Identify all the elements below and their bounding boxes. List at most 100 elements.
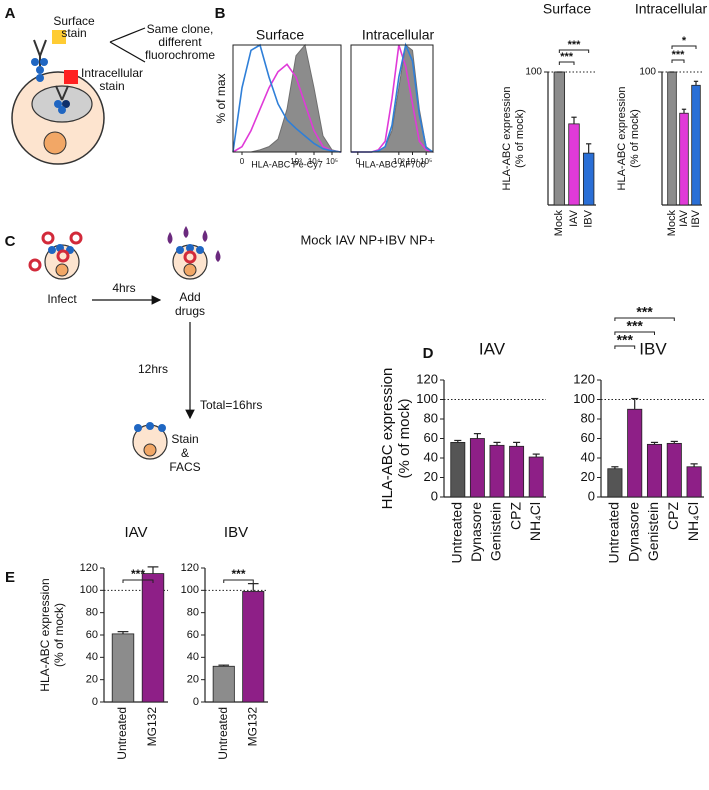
x-tick-label: IBV [690,209,702,227]
step-label: FACS [169,460,200,474]
clone-note: fluorochrome [145,48,215,62]
panel-label: C [5,233,16,250]
y-tick-label: 40 [581,449,595,464]
y-tick-label: 100 [181,584,199,596]
bar [679,112,689,206]
panel-label: D [423,345,434,362]
bar [582,152,595,206]
chart-title: Surface [543,1,591,17]
y-tick-label: 20 [581,469,595,484]
surface-stain-label: Surface [53,14,95,28]
y-tick-label: 20 [86,674,98,686]
y-tick-label: 80 [187,607,199,619]
y-tick-label: 40 [424,449,438,464]
x-tick-label: NH₄Cl [527,502,543,541]
y-tick-label: 100 [639,67,656,78]
chart-title: Intracellular [362,27,435,43]
x-tick-label: Untreated [115,707,129,760]
significance-bracket [671,45,697,49]
step-label: Stain [171,432,198,446]
chart-title: IAV [479,339,506,358]
step-label: Infect [47,292,77,306]
bar [450,441,466,498]
x-tick-label: Mock [666,210,678,237]
y-tick-label: 20 [187,674,199,686]
y-tick-label: 120 [416,371,438,386]
diagram-c [28,226,221,460]
y-axis-label: (% of mock) [52,603,66,667]
intracellular-stain-label: stain [99,79,124,93]
bar [509,445,525,498]
x-tick-label: 10³ [290,157,302,166]
chart-title: Intracellular [635,1,708,17]
x-tick-label: Genistein [645,502,661,561]
significance-label: *** [617,332,634,348]
y-axis-label: HLA-ABC expression [379,368,396,510]
x-tick-label: Untreated [606,502,622,563]
significance-label: *** [131,567,145,581]
y-axis-label: % of max [214,73,228,123]
clone-note: different [158,35,202,49]
y-tick-label: 60 [187,629,199,641]
y-axis-label: HLA-ABC expression [616,87,628,191]
bar [212,665,235,703]
bar [528,456,544,498]
plot-frame [350,44,434,153]
intracellular-stain-label: Intracellular [81,66,143,80]
bar [666,442,682,498]
bar [627,408,643,498]
significance-bracket [122,579,154,583]
y-tick-label: 20 [424,469,438,484]
chart-title: Surface [256,27,304,43]
x-tick-label: Genistein [488,502,504,561]
significance-bracket [558,61,575,65]
y-axis-label: HLA-ABC expression [501,87,513,191]
step-label: & [181,446,189,460]
significance-bracket [614,317,675,321]
time-label: 4hrs [112,281,135,295]
time-label: Total=16hrs [200,398,262,412]
clone-note: Same clone, [147,22,214,36]
y-axis-label: HLA-ABC expression [38,578,52,691]
bar [607,468,623,498]
chart-title: IBV [224,524,248,541]
bar [568,123,580,206]
panel-label: B [215,5,226,22]
y-tick-label: 120 [181,562,199,574]
x-tick-label: Untreated [216,707,230,760]
significance-label: *** [636,304,653,320]
significance-label: * [682,35,687,47]
x-tick-label: 10⁵ [420,157,432,166]
y-tick-label: 40 [86,651,98,663]
y-tick-label: 0 [92,696,98,708]
significance-bracket [223,579,254,583]
x-tick-label: 10³ [393,157,405,166]
bar [141,573,165,703]
significance-label: *** [560,51,574,63]
bar [646,443,663,498]
x-tick-label: NH₄Cl [685,502,701,541]
significance-label: *** [231,567,245,581]
y-axis-label: (% of mock) [514,109,526,168]
x-tick-label: IBV [583,209,595,227]
y-tick-label: 80 [86,607,98,619]
bar [553,71,566,206]
bar [691,84,701,206]
y-tick-label: 100 [416,391,438,406]
y-tick-label: 0 [193,696,199,708]
x-axis-label: HLA-ABC AF700 [358,159,426,169]
y-tick-label: 40 [187,651,199,663]
y-tick-label: 0 [431,488,438,503]
plot-frame [232,44,342,153]
x-axis-label: HLA-ABC Pe-Cy7 [251,159,323,169]
legend-label: Mock [300,232,332,247]
x-tick-label: MG132 [145,707,159,747]
significance-bracket [558,49,590,53]
chart-title: IAV [124,524,147,541]
x-tick-label: Dynasore [468,502,484,562]
histogram-line [232,63,342,153]
y-tick-label: 0 [588,488,595,503]
x-tick-label: CPZ [665,502,681,530]
legend-label: IBV NP+ [385,232,435,247]
bar [469,438,485,498]
